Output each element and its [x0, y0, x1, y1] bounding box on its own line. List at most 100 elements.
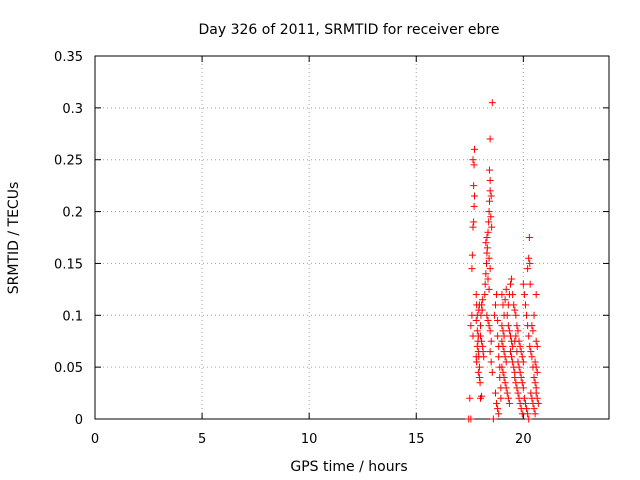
data-point — [508, 275, 516, 283]
data-point — [523, 311, 531, 319]
y-tick-label: 0.35 — [54, 50, 83, 65]
data-point — [494, 405, 502, 413]
data-point — [530, 311, 538, 319]
data-point — [467, 322, 475, 330]
data-point — [486, 348, 494, 356]
data-point — [477, 311, 485, 319]
data-point — [470, 218, 478, 226]
data-point — [488, 99, 496, 107]
data-point — [500, 332, 508, 340]
data-point — [521, 399, 529, 407]
data-point — [517, 374, 525, 382]
data-point — [481, 291, 489, 299]
data-point — [469, 223, 477, 231]
data-point — [531, 358, 539, 366]
data-point — [470, 182, 478, 190]
data-point — [526, 259, 534, 267]
chart-title: Day 326 of 2011, SRMTID for receiver ebr… — [199, 22, 500, 38]
data-point — [533, 342, 541, 350]
data-point — [482, 270, 490, 278]
data-point — [483, 311, 491, 319]
data-point — [470, 202, 478, 210]
data-point — [480, 353, 488, 361]
data-point — [527, 348, 535, 356]
data-point — [483, 244, 491, 252]
data-point — [486, 176, 494, 184]
data-point — [520, 394, 528, 402]
data-point — [514, 358, 522, 366]
data-point — [479, 296, 487, 304]
data-point — [508, 353, 516, 361]
data-point — [485, 166, 493, 174]
data-point — [505, 291, 513, 299]
y-tick-label: 0.3 — [62, 102, 83, 117]
data-point — [488, 223, 496, 231]
data-point — [470, 161, 478, 169]
data-point — [472, 316, 480, 324]
data-point — [486, 187, 494, 195]
data-point — [479, 348, 487, 356]
data-point — [478, 337, 486, 345]
data-point — [478, 392, 486, 400]
data-point — [506, 280, 514, 288]
data-point — [513, 348, 521, 356]
data-point — [514, 327, 522, 335]
data-point — [524, 410, 532, 418]
data-point — [474, 368, 482, 376]
data-point — [524, 265, 532, 273]
data-point — [504, 394, 512, 402]
data-point — [533, 394, 541, 402]
data-point — [519, 384, 527, 392]
data-point — [486, 265, 494, 273]
y-tick-label: 0.15 — [54, 257, 83, 272]
data-point — [499, 342, 507, 350]
data-point — [498, 363, 506, 371]
data-point — [513, 384, 521, 392]
data-point — [497, 394, 505, 402]
data-point — [499, 368, 507, 376]
data-point — [471, 192, 479, 200]
data-point — [518, 353, 526, 361]
data-point — [531, 379, 539, 387]
data-point — [469, 156, 477, 164]
data-point — [532, 363, 540, 371]
data-point — [487, 213, 495, 221]
data-point — [477, 322, 484, 330]
y-tick-label: 0.2 — [62, 206, 83, 221]
data-point — [502, 285, 510, 293]
data-point — [475, 374, 483, 382]
data-point — [485, 322, 493, 330]
data-point — [504, 322, 512, 330]
data-point — [500, 348, 508, 356]
data-point — [487, 337, 495, 345]
data-point — [519, 280, 527, 288]
data-point — [512, 311, 520, 319]
data-point — [526, 342, 534, 350]
data-point — [531, 410, 539, 418]
data-point — [525, 415, 533, 423]
data-point — [511, 337, 519, 345]
data-point — [472, 291, 480, 299]
data-point — [520, 291, 528, 299]
data-point — [468, 265, 476, 273]
data-point — [528, 353, 536, 361]
data-point — [466, 394, 474, 402]
data-point — [516, 342, 524, 350]
data-point — [512, 379, 520, 387]
data-point — [504, 301, 512, 309]
data-point — [515, 363, 523, 371]
data-point — [487, 192, 495, 200]
data-point — [481, 280, 489, 288]
data-point — [503, 311, 511, 319]
data-point — [530, 374, 538, 382]
y-tick-label: 0.05 — [54, 361, 83, 376]
data-point — [529, 327, 537, 335]
data-point — [471, 145, 479, 153]
data-point — [485, 197, 493, 205]
data-point — [484, 316, 492, 324]
data-point — [494, 332, 502, 340]
data-point — [475, 363, 483, 371]
data-point — [534, 399, 542, 407]
